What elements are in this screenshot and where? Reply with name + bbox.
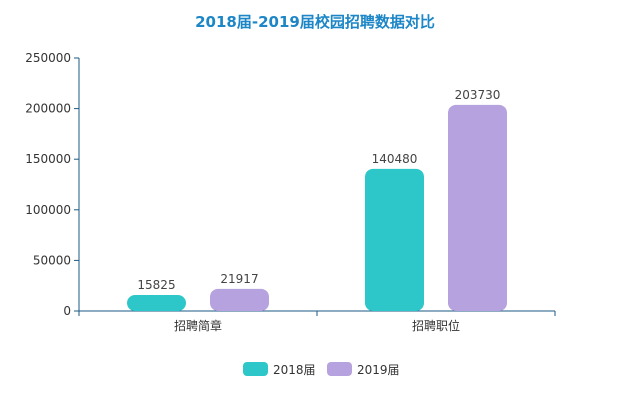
y-tick-label: 0 [63,304,71,318]
bars-group: 15825 21917 140480 203730 [127,88,507,311]
y-axis: 0 50000 100000 150000 200000 250000 [25,51,80,318]
bar[interactable] [365,168,424,311]
chart-title: 2018届-2019届校园招聘数据对比 [195,13,435,31]
bar-value-label: 203730 [455,88,501,102]
bar[interactable] [210,288,269,311]
y-tick-label: 50000 [33,253,71,267]
legend-swatch [243,362,268,376]
legend[interactable]: 2018届 2019届 [243,362,400,377]
y-tick-label: 250000 [25,51,71,65]
bar[interactable] [127,294,186,311]
bar-value-label: 15825 [137,278,175,292]
y-tick-label: 100000 [25,203,71,217]
y-tick-label: 150000 [25,152,71,166]
bar[interactable] [448,104,507,311]
y-tick-label: 200000 [25,102,71,116]
x-tick-label: 招聘简章 [174,318,222,333]
legend-item[interactable]: 2019届 [327,362,400,377]
legend-label: 2018届 [273,363,316,377]
x-tick-label: 招聘职位 [412,318,460,333]
legend-item[interactable]: 2018届 [243,362,316,377]
bar-value-label: 140480 [372,152,418,166]
x-axis: 招聘简章 招聘职位 [78,310,556,333]
legend-swatch [327,362,352,376]
legend-label: 2019届 [357,363,400,377]
bar-value-label: 21917 [220,272,258,286]
